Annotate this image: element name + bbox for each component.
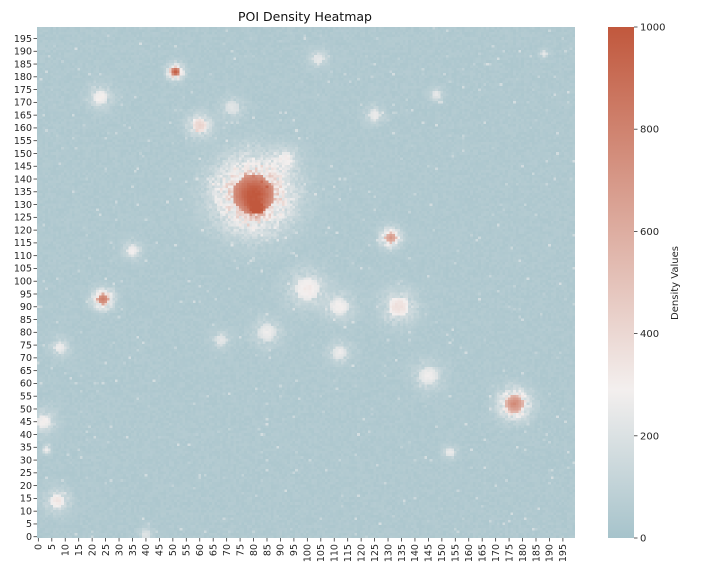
- x-tick-label: 150: [437, 544, 448, 562]
- y-tick-label: 20: [20, 481, 32, 492]
- y-tick-label: 10: [20, 506, 32, 517]
- x-tick-label: 85: [262, 544, 273, 556]
- x-tick-label: 0: [34, 544, 45, 550]
- y-tick-label: 110: [14, 251, 32, 262]
- y-tick-label: 85: [20, 315, 32, 326]
- y-tick-label: 55: [20, 391, 32, 402]
- x-tick-label: 145: [424, 544, 435, 562]
- chart-title: POI Density Heatmap: [238, 9, 372, 24]
- x-tick-label: 120: [356, 544, 367, 562]
- y-tick-label: 100: [14, 277, 32, 288]
- y-tick-label: 170: [14, 98, 32, 109]
- x-tick-label: 65: [208, 544, 219, 556]
- x-tick-label: 95: [289, 544, 300, 556]
- x-tick-label: 20: [87, 544, 98, 556]
- x-tick-label: 115: [343, 544, 354, 562]
- x-tick-label: 135: [397, 544, 408, 562]
- x-tick-label: 105: [316, 544, 327, 562]
- y-tick-label: 140: [14, 174, 32, 185]
- y-tick-label: 120: [14, 225, 32, 236]
- y-tick-label: 30: [20, 455, 32, 466]
- colorbar-tick-label: 1000: [640, 23, 665, 34]
- x-tick-label: 15: [74, 544, 85, 556]
- y-tick-label: 180: [14, 72, 32, 83]
- y-tick-label: 50: [20, 404, 32, 415]
- y-tick-label: 75: [20, 340, 32, 351]
- y-tick-label: 150: [14, 149, 32, 160]
- x-tick-label: 140: [410, 544, 421, 562]
- y-tick-label: 80: [20, 328, 32, 339]
- y-tick-label: 145: [14, 162, 32, 173]
- colorbar-tick-label: 0: [640, 534, 646, 545]
- x-tick-label: 155: [451, 544, 462, 562]
- colorbar-tick-label: 800: [640, 125, 659, 136]
- x-tick-label: 60: [195, 544, 206, 556]
- y-tick-label: 35: [20, 443, 32, 454]
- y-axis: 0510152025303540455055606570758085909510…: [14, 34, 37, 543]
- x-tick-label: 130: [383, 544, 394, 562]
- x-tick-label: 195: [558, 544, 569, 562]
- x-tick-label: 45: [155, 544, 166, 556]
- x-tick-label: 90: [276, 544, 287, 556]
- plot-area: [37, 27, 575, 538]
- y-tick-label: 95: [20, 289, 32, 300]
- y-tick-label: 155: [14, 136, 32, 147]
- colorbar-gradient: [608, 27, 634, 538]
- y-tick-label: 105: [14, 264, 32, 275]
- y-tick-label: 135: [14, 187, 32, 198]
- y-tick-label: 125: [14, 213, 32, 224]
- x-tick-label: 35: [128, 544, 139, 556]
- x-tick-label: 40: [141, 544, 152, 556]
- colorbar-tick-label: 200: [640, 431, 659, 442]
- colorbar-ticks: 0 200 400 600 800 1000: [634, 23, 665, 545]
- y-tick-label: 115: [14, 238, 32, 249]
- y-tick-label: 70: [20, 353, 32, 364]
- x-tick-label: 170: [491, 544, 502, 562]
- x-tick-label: 125: [370, 544, 381, 562]
- colorbar: 0 200 400 600 800 1000 Density Values: [608, 23, 681, 545]
- y-tick-label: 195: [14, 34, 32, 45]
- x-tick-label: 10: [61, 544, 72, 556]
- colorbar-tick-label: 400: [640, 329, 659, 340]
- y-tick-label: 165: [14, 110, 32, 121]
- y-tick-label: 45: [20, 417, 32, 428]
- x-tick-label: 165: [477, 544, 488, 562]
- y-tick-label: 25: [20, 468, 32, 479]
- x-tick-label: 30: [114, 544, 125, 556]
- x-tick-label: 175: [504, 544, 515, 562]
- x-tick-label: 100: [303, 544, 314, 562]
- y-tick-label: 40: [20, 430, 32, 441]
- y-tick-label: 160: [14, 123, 32, 134]
- x-axis: 0 5 10 15 20 25 30 35 40 45 50 55 60 65 70 75 80 85 90 95 10…: [34, 538, 569, 562]
- heatmap-cells: [37, 27, 575, 538]
- colorbar-label: Density Values: [670, 246, 681, 320]
- x-tick-label: 185: [531, 544, 542, 562]
- x-tick-label: 5: [47, 544, 58, 550]
- x-tick-label: 110: [330, 544, 341, 562]
- x-tick-label: 75: [235, 544, 246, 556]
- x-tick-label: 180: [518, 544, 529, 562]
- x-tick-label: 50: [168, 544, 179, 556]
- colorbar-tick-label: 600: [640, 227, 659, 238]
- y-tick-label: 130: [14, 200, 32, 211]
- y-tick-label: 5: [26, 519, 32, 530]
- y-tick-label: 185: [14, 59, 32, 70]
- x-tick-label: 190: [545, 544, 556, 562]
- y-tick-label: 60: [20, 379, 32, 390]
- x-tick-label: 25: [101, 544, 112, 556]
- x-tick-label: 70: [222, 544, 233, 556]
- y-tick-label: 0: [26, 532, 32, 543]
- y-tick-label: 190: [14, 47, 32, 58]
- x-tick-label: 55: [182, 544, 193, 556]
- y-tick-label: 15: [20, 494, 32, 505]
- y-tick-label: 90: [20, 302, 32, 313]
- y-tick-label: 175: [14, 85, 32, 96]
- y-tick-label: 65: [20, 366, 32, 377]
- x-tick-label: 80: [249, 544, 260, 556]
- x-tick-label: 160: [464, 544, 475, 562]
